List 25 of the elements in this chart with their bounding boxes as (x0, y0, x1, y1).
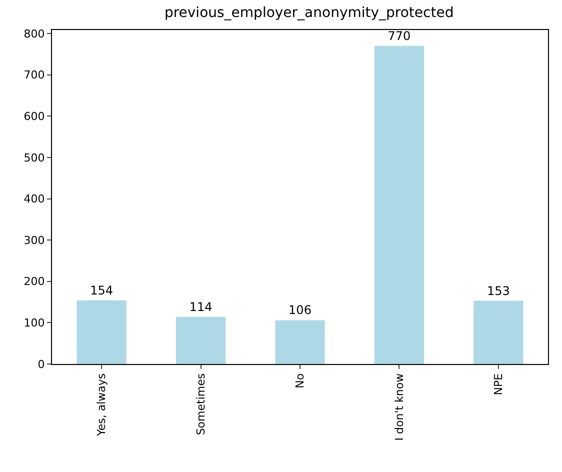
x-tick-label: Yes, always (95, 373, 108, 437)
bar (474, 300, 524, 364)
y-tick-label: 300 (24, 234, 45, 247)
bar (275, 320, 325, 364)
y-tick-label: 400 (24, 192, 45, 206)
y-tick-label: 0 (38, 358, 45, 371)
bar (176, 316, 226, 364)
data-label: 106 (288, 303, 312, 318)
x-tick-label: Sometimes (194, 373, 208, 436)
x-tick-label: No (294, 373, 307, 388)
y-tick-label: 100 (24, 316, 45, 330)
y-tick-label: 500 (24, 151, 45, 164)
x-tick-label: NPE (492, 373, 505, 396)
data-label: 114 (189, 300, 212, 314)
data-label: 770 (388, 28, 411, 43)
y-tick-label: 800 (24, 27, 45, 40)
data-label: 153 (486, 284, 510, 298)
x-tick-label: I don't know (392, 373, 406, 441)
bar (76, 300, 126, 364)
y-tick-label: 200 (24, 275, 45, 288)
y-tick-label: 700 (24, 68, 45, 82)
bar (374, 46, 424, 364)
data-label: 154 (90, 283, 114, 298)
chart-title: previous_employer_anonymity_protected (164, 4, 454, 21)
y-tick-label: 600 (24, 110, 45, 123)
